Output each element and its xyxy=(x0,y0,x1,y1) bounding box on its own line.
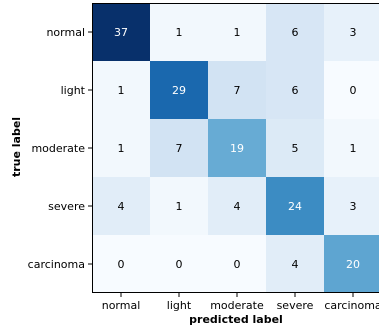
cell-0-1 xyxy=(150,3,208,61)
cell-3-3 xyxy=(266,177,324,235)
cell-value-3-2: 4 xyxy=(234,200,241,213)
cell-value-0-3: 6 xyxy=(292,26,299,39)
cell-3-1 xyxy=(150,177,208,235)
cell-0-3 xyxy=(266,3,324,61)
cell-value-4-3: 4 xyxy=(292,258,299,271)
cell-value-4-1: 0 xyxy=(176,258,183,271)
cell-0-4 xyxy=(324,3,379,61)
cell-value-2-4: 1 xyxy=(350,142,357,155)
x-axis-ticks: normal light moderate severe carcinoma xyxy=(102,293,379,312)
cell-3-4 xyxy=(324,177,379,235)
cell-value-0-0: 37 xyxy=(114,26,128,39)
cell-value-1-0: 1 xyxy=(118,84,125,97)
cell-value-3-1: 1 xyxy=(176,200,183,213)
cell-value-0-1: 1 xyxy=(176,26,183,39)
cell-3-0 xyxy=(92,177,150,235)
cell-value-0-4: 3 xyxy=(350,26,357,39)
cell-value-3-3: 24 xyxy=(288,200,302,213)
cell-4-1 xyxy=(150,235,208,293)
cell-2-1 xyxy=(150,119,208,177)
cell-value-2-0: 1 xyxy=(118,142,125,155)
cell-value-2-1: 7 xyxy=(176,142,183,155)
x-tick-label-0: normal xyxy=(102,299,141,312)
cell-2-2 xyxy=(208,119,266,177)
cell-value-1-4: 0 xyxy=(350,84,357,97)
cell-4-3 xyxy=(266,235,324,293)
y-axis-label: true label xyxy=(10,117,23,177)
y-tick-label-0: normal xyxy=(46,26,85,39)
y-tick-label-2: moderate xyxy=(31,142,85,155)
y-tick-label-4: carcinoma xyxy=(28,258,85,271)
cell-value-1-1: 29 xyxy=(172,84,186,97)
cell-value-4-4: 20 xyxy=(346,258,360,271)
cell-4-4 xyxy=(324,235,379,293)
cell-2-0 xyxy=(92,119,150,177)
cell-value-1-3: 6 xyxy=(292,84,299,97)
x-tick-label-3: severe xyxy=(277,299,314,312)
cell-value-4-0: 0 xyxy=(118,258,125,271)
x-axis-label: predicted label xyxy=(189,313,283,326)
cell-value-0-2: 1 xyxy=(234,26,241,39)
cell-1-0 xyxy=(92,61,150,119)
cell-1-1 xyxy=(150,61,208,119)
cell-1-4 xyxy=(324,61,379,119)
cell-value-1-2: 7 xyxy=(234,84,241,97)
cell-value-2-3: 5 xyxy=(292,142,299,155)
cell-value-3-0: 4 xyxy=(118,200,125,213)
x-tick-label-4: carcinoma xyxy=(324,299,379,312)
cell-value-4-2: 0 xyxy=(234,258,241,271)
cell-1-2 xyxy=(208,61,266,119)
cell-value-3-4: 3 xyxy=(350,200,357,213)
heatmap-cells: 37 1 1 6 31 29 7 6 01 7 19 5 14 1 4 24 30 0 0 4 20 xyxy=(92,3,379,293)
x-tick-label-1: light xyxy=(167,299,192,312)
cell-0-0 xyxy=(92,3,150,61)
cell-0-2 xyxy=(208,3,266,61)
cell-4-0 xyxy=(92,235,150,293)
cell-2-3 xyxy=(266,119,324,177)
plot-frame xyxy=(92,3,379,293)
cell-value-2-2: 19 xyxy=(230,142,244,155)
y-tick-label-3: severe xyxy=(48,200,85,213)
y-axis-ticks: normal light moderate severe carcinoma xyxy=(28,26,92,271)
cell-1-3 xyxy=(266,61,324,119)
x-tick-label-2: moderate xyxy=(210,299,264,312)
cell-3-2 xyxy=(208,177,266,235)
cell-4-2 xyxy=(208,235,266,293)
y-tick-label-1: light xyxy=(61,84,86,97)
cell-2-4 xyxy=(324,119,379,177)
